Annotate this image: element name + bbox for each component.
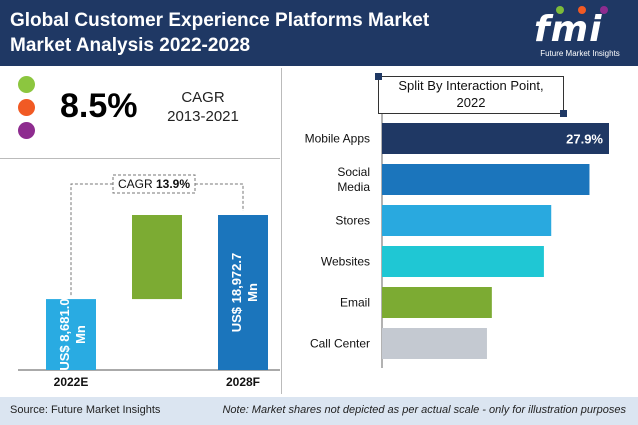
bar-value-label: US$ 18,972.7Mn [229, 253, 260, 333]
legend-dot-green [18, 76, 35, 93]
bar-mobile-apps [382, 123, 609, 154]
footnote-text: Note: Market shares not depicted as per … [222, 404, 626, 416]
legend-dot-purple [18, 122, 35, 139]
bar-stores [382, 205, 552, 236]
category-label: 2028F [226, 375, 260, 389]
section-divider-vertical [281, 68, 282, 394]
bar-email [382, 287, 492, 318]
logo-dot-purple [600, 6, 608, 14]
bar-social-media [382, 164, 590, 195]
cagr-period: 2013-2021 [167, 108, 239, 125]
bar-call-center [382, 328, 487, 359]
category-label: Websites [321, 255, 370, 269]
category-label: Call Center [310, 337, 370, 351]
section-divider-horizontal [0, 158, 280, 159]
growth-chart: US$ 8,681.0Mn 2022E US$ 18,972.7Mn 2028F CAG… [18, 174, 280, 389]
bar-2028F [218, 215, 268, 370]
split-title-line-1: Split By Interaction Point, [398, 78, 544, 93]
footer: Source: Future Market Insights Note: Mar… [0, 397, 638, 425]
logo-dot-green [556, 6, 564, 14]
category-label: 2022E [54, 375, 89, 389]
logo-dot-orange [578, 6, 586, 14]
cagr-annotation: CAGR 13.9% [118, 177, 190, 191]
cagr-annotation-box [112, 174, 196, 194]
legend-dot-orange [18, 99, 35, 116]
category-label: Stores [335, 214, 370, 228]
category-label: Mobile Apps [305, 132, 370, 146]
category-label: Media [337, 180, 370, 194]
bar-value-label: 27.9% [566, 132, 603, 147]
category-label: Social [337, 165, 370, 179]
logo-tagline: Future Market Insights [540, 49, 620, 58]
header-banner: Global Customer Experience Platforms Mar… [0, 0, 638, 66]
bar-websites [382, 246, 544, 277]
bar-2022E [46, 299, 96, 370]
cagr-label: CAGR [181, 89, 225, 106]
cagr-label-block: CAGR 2013-2021 [158, 88, 248, 126]
split-title-line-2: 2022 [456, 95, 486, 110]
title-line-2: Market Analysis 2022-2028 [10, 35, 251, 56]
fmi-logo: fmi Future Market Insights [526, 4, 634, 62]
cagr-value: 8.5% [60, 87, 138, 125]
page-title: Global Customer Experience Platforms Mar… [10, 8, 480, 58]
bar-value-label: US$ 8,681.0Mn [57, 298, 88, 370]
source-text: Source: Future Market Insights [10, 404, 161, 416]
split-chart-title: Split By Interaction Point, 2022 [375, 73, 567, 117]
title-corner-marker [560, 110, 567, 117]
title-line-1: Global Customer Experience Platforms Mar… [10, 10, 430, 31]
title-corner-marker [375, 73, 382, 80]
category-label: Email [340, 296, 370, 310]
growth-block [132, 215, 182, 300]
logo-word: fmi [534, 9, 603, 50]
